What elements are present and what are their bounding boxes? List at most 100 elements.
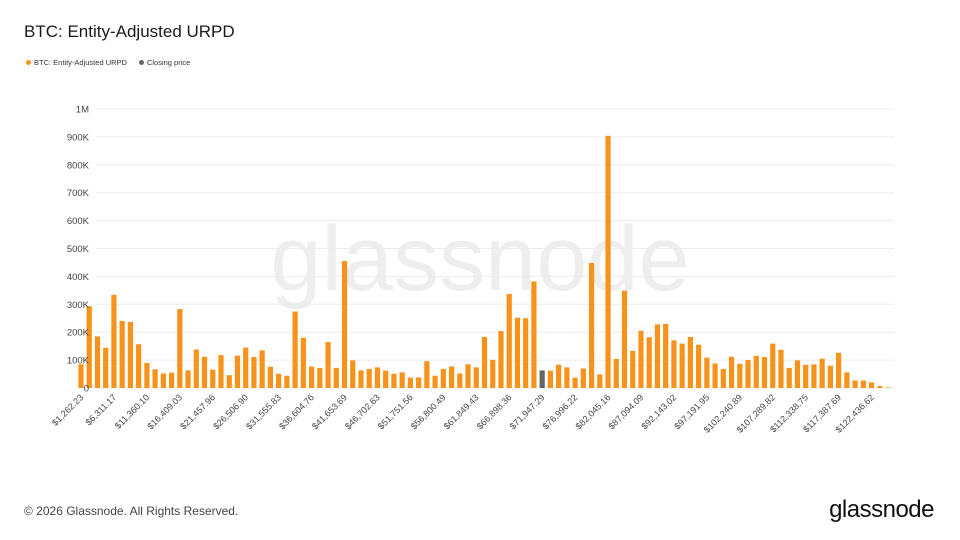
urpd-bar: [844, 372, 850, 388]
legend: BTC: Entity-Adjusted URPD Closing price: [26, 58, 190, 67]
watermark: glassnode: [270, 208, 689, 310]
urpd-bar: [407, 377, 413, 388]
urpd-bar: [152, 369, 158, 388]
urpd-bar: [284, 375, 290, 388]
urpd-bar: [819, 358, 825, 388]
urpd-bar: [473, 367, 479, 388]
urpd-bar: [597, 374, 603, 388]
urpd-bar: [860, 380, 866, 388]
legend-item-closing-price[interactable]: Closing price: [138, 58, 191, 67]
urpd-bar: [276, 373, 282, 388]
urpd-bar: [366, 369, 372, 388]
urpd-bar: [341, 261, 348, 388]
x-tick-label: $1,262.23: [50, 392, 85, 427]
legend-item-urpd[interactable]: BTC: Entity-Adjusted URPD: [26, 58, 127, 67]
urpd-bar: [638, 330, 644, 388]
urpd-bar: [481, 336, 488, 388]
urpd-bar: [753, 355, 759, 388]
glassnode-logo: glassnode: [829, 496, 934, 523]
urpd-bar: [432, 375, 438, 388]
urpd-bar: [292, 311, 298, 388]
urpd-bar: [383, 370, 389, 388]
y-tick-label: 900K: [67, 132, 90, 143]
urpd-bar: [119, 321, 125, 388]
urpd-bar: [111, 294, 117, 388]
urpd-bar: [630, 350, 636, 388]
y-tick-label: 0: [84, 384, 89, 395]
urpd-bar: [621, 290, 628, 388]
urpd-bar: [580, 368, 586, 388]
chart-title: BTC: Entity-Adjusted URPD: [24, 22, 235, 41]
urpd-bar: [399, 372, 405, 388]
legend-label-closing-price: Closing price: [146, 58, 191, 67]
urpd-bar: [803, 364, 809, 388]
urpd-bar: [78, 364, 84, 388]
urpd-bar: [687, 336, 693, 388]
urpd-bar: [226, 375, 232, 388]
urpd-bar: [646, 337, 652, 388]
urpd-bar: [185, 370, 191, 388]
urpd-bar: [94, 336, 101, 388]
legend-swatch-urpd: [26, 60, 31, 65]
urpd-bar: [308, 366, 315, 388]
urpd-bar: [605, 135, 611, 388]
urpd-bar: [852, 380, 858, 388]
y-tick-label: 200K: [67, 328, 90, 339]
urpd-bar: [712, 363, 718, 388]
urpd-bar: [103, 347, 109, 388]
urpd-bar: [300, 337, 306, 388]
urpd-bar: [761, 357, 768, 388]
urpd-bar: [836, 352, 842, 388]
urpd-bar: [234, 355, 241, 388]
y-tick-label: 300K: [67, 300, 90, 311]
urpd-bar: [251, 357, 257, 388]
urpd-bar: [448, 366, 455, 388]
urpd-bar: [144, 362, 150, 388]
urpd-bar: [416, 377, 422, 388]
urpd-bar: [745, 360, 751, 388]
urpd-bar: [193, 349, 199, 388]
urpd-bar: [523, 318, 529, 388]
urpd-bar: [201, 356, 208, 388]
urpd-bar: [613, 358, 619, 388]
urpd-bar: [243, 347, 249, 388]
urpd-bar: [696, 344, 702, 388]
urpd-bar: [704, 357, 710, 388]
urpd-bar: [720, 369, 726, 388]
urpd-bar: [811, 364, 817, 388]
urpd-bar: [168, 372, 175, 388]
urpd-bar: [654, 324, 661, 388]
urpd-bar: [424, 361, 430, 388]
urpd-bar: [391, 373, 397, 388]
y-tick-label: 500K: [67, 244, 90, 255]
urpd-bar: [440, 369, 446, 388]
urpd-bar: [663, 323, 669, 388]
urpd-bar: [358, 370, 364, 388]
urpd-bar: [210, 369, 216, 388]
y-tick-label: 600K: [67, 216, 90, 227]
y-tick-label: 700K: [67, 188, 90, 199]
urpd-bar: [877, 386, 883, 388]
x-tick-label: $6,311.17: [83, 392, 118, 427]
urpd-bar: [374, 367, 381, 388]
urpd-bar: [350, 360, 356, 388]
urpd-bar: [737, 363, 743, 388]
urpd-bar: [498, 331, 504, 388]
urpd-bar: [572, 377, 578, 388]
urpd-bar: [556, 364, 562, 388]
legend-swatch-closing-price: [138, 60, 144, 65]
y-tick-label: 400K: [67, 272, 90, 283]
urpd-bar: [770, 343, 776, 388]
urpd-bar: [786, 367, 792, 388]
urpd-bar: [728, 356, 735, 388]
urpd-bar: [547, 370, 553, 388]
urpd-bar: [671, 340, 677, 388]
urpd-bar: [506, 293, 512, 388]
urpd-bar: [325, 341, 331, 388]
urpd-bar: [267, 366, 274, 388]
urpd-bar: [218, 355, 224, 388]
urpd-bar: [465, 364, 471, 388]
y-tick-label: 100K: [67, 356, 90, 367]
urpd-bar: [531, 281, 537, 388]
